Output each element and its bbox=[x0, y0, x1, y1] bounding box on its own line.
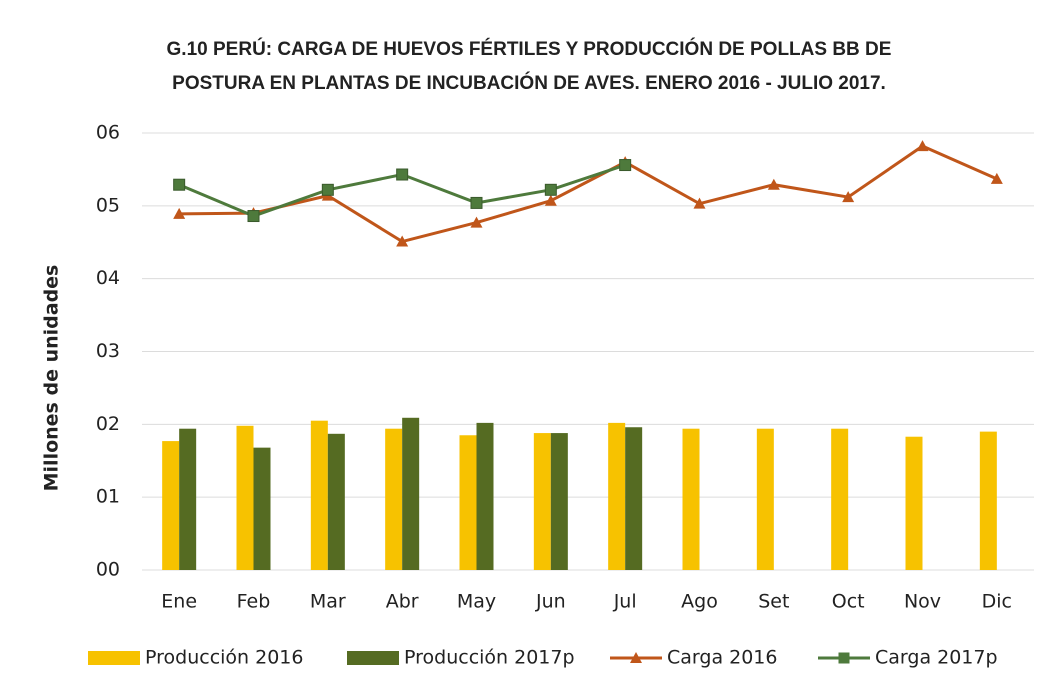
bar bbox=[476, 422, 494, 570]
x-tick-label: Feb bbox=[237, 591, 271, 613]
marker bbox=[544, 194, 557, 206]
x-tick-label: Mar bbox=[310, 591, 346, 613]
bar bbox=[625, 427, 643, 570]
bar bbox=[385, 428, 403, 570]
y-tick-label: 02 bbox=[96, 413, 120, 435]
bar bbox=[162, 441, 180, 570]
bar bbox=[402, 417, 420, 570]
x-tick-label: Jul bbox=[613, 591, 637, 613]
bar bbox=[979, 431, 997, 570]
x-tick-label: Ago bbox=[681, 591, 718, 613]
y-axis-label: Millones de unidades bbox=[41, 265, 63, 492]
x-tick-label: Nov bbox=[904, 591, 941, 613]
bar bbox=[756, 428, 774, 570]
marker bbox=[693, 197, 706, 209]
x-tick-label: Abr bbox=[386, 591, 419, 613]
y-tick-label: 05 bbox=[96, 194, 120, 216]
marker bbox=[916, 140, 929, 152]
marker bbox=[396, 235, 409, 247]
marker bbox=[619, 159, 632, 172]
y-tick-label: 00 bbox=[96, 559, 120, 581]
legend-swatch bbox=[347, 651, 399, 665]
y-tick-label: 04 bbox=[96, 267, 120, 289]
x-tick-label: Set bbox=[758, 591, 789, 613]
legend-label: Producción 2017p bbox=[404, 647, 575, 669]
bar bbox=[682, 428, 700, 570]
bar bbox=[236, 425, 254, 570]
bar bbox=[533, 433, 551, 570]
bar bbox=[327, 433, 345, 570]
legend-label: Carga 2016 bbox=[667, 647, 777, 669]
bar bbox=[253, 447, 271, 570]
bar bbox=[831, 428, 849, 570]
marker bbox=[247, 210, 260, 223]
marker bbox=[396, 168, 409, 181]
y-tick-label: 01 bbox=[96, 486, 120, 508]
y-tick-label: 06 bbox=[96, 122, 120, 144]
marker bbox=[321, 183, 334, 196]
x-tick-label: Oct bbox=[832, 591, 865, 613]
x-tick-label: Dic bbox=[982, 591, 1012, 613]
bar bbox=[179, 428, 197, 570]
bar bbox=[459, 435, 477, 570]
marker bbox=[470, 196, 483, 209]
marker bbox=[173, 207, 186, 219]
marker bbox=[470, 216, 483, 228]
chart-title: POSTURA EN PLANTAS DE INCUBACIÓN DE AVES… bbox=[172, 72, 886, 94]
legend-label: Carga 2017p bbox=[875, 647, 998, 669]
marker bbox=[544, 183, 557, 196]
y-tick-label: 03 bbox=[96, 340, 120, 362]
bar bbox=[905, 436, 923, 570]
line bbox=[179, 144, 998, 244]
bar bbox=[608, 422, 626, 570]
x-tick-label: Jun bbox=[535, 591, 566, 613]
marker bbox=[990, 172, 1003, 184]
x-tick-label: May bbox=[457, 591, 496, 613]
x-tick-label: Ene bbox=[161, 591, 197, 613]
marker bbox=[173, 178, 186, 191]
legend-label: Producción 2016 bbox=[145, 647, 303, 669]
legend-swatch bbox=[838, 652, 850, 664]
marker bbox=[842, 191, 855, 203]
legend-swatch bbox=[88, 651, 140, 665]
marker bbox=[767, 178, 780, 190]
chart-title: G.10 PERÚ: CARGA DE HUEVOS FÉRTILES Y PR… bbox=[167, 38, 892, 60]
legend-swatch bbox=[630, 652, 642, 663]
bar bbox=[550, 433, 568, 570]
bar bbox=[310, 420, 328, 570]
